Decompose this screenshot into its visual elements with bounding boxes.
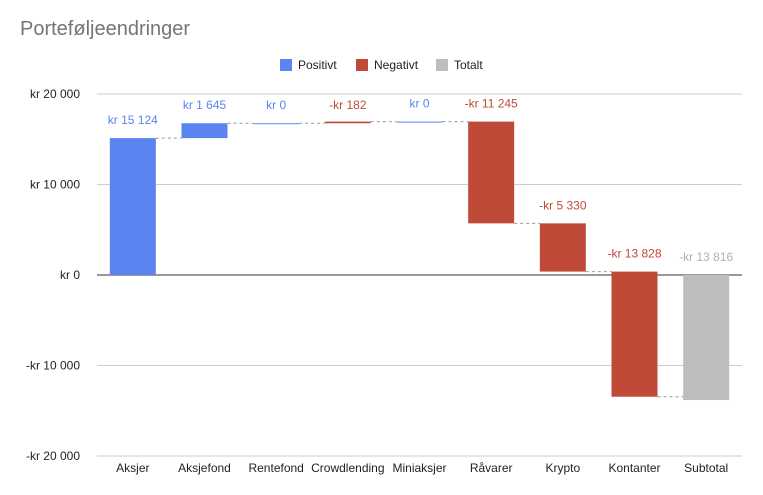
axis-labels: kr 20 000 kr 10 000 kr 0 -kr 10 000 -kr 20 0… [26, 87, 728, 475]
data-label: -kr 11 245 [465, 97, 518, 111]
legend: Positivt Negativt Totalt [280, 58, 483, 72]
y-tick-label: -kr 10 000 [26, 359, 80, 373]
legend-swatch-3 [436, 59, 448, 71]
x-category-label: Krypto [545, 461, 580, 475]
legend-swatch-1 [280, 59, 292, 71]
data-label: -kr 182 [329, 98, 367, 112]
connector-lines [155, 121, 684, 398]
data-label: kr 15 124 [108, 113, 158, 127]
x-category-label: Rentefond [248, 461, 303, 475]
x-category-label: Aksjer [116, 461, 149, 475]
bar-9 [683, 275, 730, 401]
legend-label: Totalt [454, 58, 483, 72]
x-category-label: Crowdlending [311, 461, 384, 475]
bars [109, 121, 730, 401]
y-tick-label: kr 10 000 [30, 178, 80, 192]
legend-label: Positivt [298, 58, 337, 72]
data-label: -kr 13 816 [679, 250, 733, 264]
data-label: kr 0 [266, 98, 286, 112]
bar-6 [468, 121, 515, 224]
data-label: kr 0 [409, 97, 429, 111]
legend-label: Negativt [374, 58, 419, 72]
data-labels: kr 15 124 kr 1 645 kr 0 -kr 182 kr 0 -kr 11 2… [108, 97, 734, 264]
bar-8 [611, 271, 658, 397]
legend-swatch-2 [356, 59, 368, 71]
bar-2 [181, 123, 228, 139]
x-category-label: Miniaksjer [392, 461, 446, 475]
x-category-label: Subtotal [684, 461, 728, 475]
bar-7 [539, 223, 586, 272]
data-label: -kr 13 828 [607, 247, 661, 261]
data-label: kr 1 645 [183, 98, 227, 112]
bar-3 [253, 123, 300, 125]
chart-title: Porteføljeendringer [20, 18, 191, 40]
data-label: -kr 5 330 [539, 198, 587, 212]
bar-1 [109, 138, 156, 275]
y-tick-label: kr 0 [60, 268, 80, 282]
bar-5 [396, 121, 443, 123]
y-tick-label: -kr 20 000 [26, 449, 80, 463]
x-category-label: Aksjefond [178, 461, 231, 475]
y-tick-label: kr 20 000 [30, 87, 80, 101]
x-category-label: Kontanter [608, 461, 660, 475]
bar-4 [324, 121, 371, 124]
x-category-label: Råvarer [470, 461, 513, 475]
